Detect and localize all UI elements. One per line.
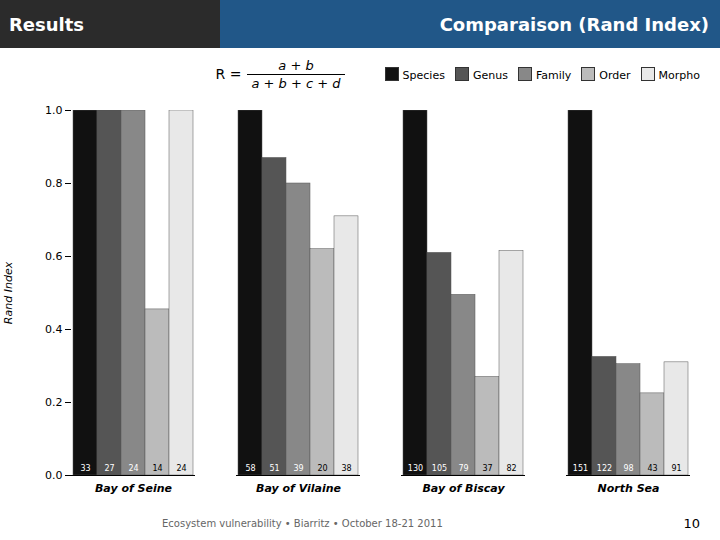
svg-text:North Sea: North Sea bbox=[598, 482, 660, 495]
html-text:Genus: Genus bbox=[472, 68, 508, 82]
svg-text:58: 58 bbox=[245, 464, 255, 473]
svg-text:38: 38 bbox=[341, 464, 351, 473]
svg-text:20: 20 bbox=[317, 464, 327, 473]
svg-text:24: 24 bbox=[176, 464, 186, 473]
svg-text:Bay of Seine: Bay of Seine bbox=[95, 482, 173, 495]
svg-text:33: 33 bbox=[80, 464, 90, 473]
svg-text:105: 105 bbox=[432, 464, 447, 473]
svg-text:1.0: 1.0 bbox=[45, 104, 63, 117]
html-text:Morpho: Morpho bbox=[658, 68, 700, 82]
html-text:10: 10 bbox=[683, 516, 700, 531]
html-text:Comparaison (Rand Index): Comparaison (Rand Index) bbox=[439, 13, 709, 35]
svg-text:130: 130 bbox=[408, 464, 423, 473]
svg-text:0.0: 0.0 bbox=[45, 469, 63, 482]
svg-text:Bay of Vilaine: Bay of Vilaine bbox=[256, 482, 342, 495]
html-text:a + b + c + d: a + b + c + d bbox=[251, 75, 341, 91]
svg-text:39: 39 bbox=[293, 464, 303, 473]
svg-text:43: 43 bbox=[647, 464, 657, 473]
html-text:Results: Results bbox=[9, 13, 85, 35]
svg-text:82: 82 bbox=[506, 464, 516, 473]
svg-text:51: 51 bbox=[269, 464, 279, 473]
html-text:Family: Family bbox=[535, 68, 572, 82]
svg-text:122: 122 bbox=[597, 464, 612, 473]
svg-text:0.6: 0.6 bbox=[45, 250, 63, 263]
svg-text:27: 27 bbox=[104, 464, 114, 473]
html-text:R =: R = bbox=[215, 66, 242, 82]
svg-text:24: 24 bbox=[128, 464, 138, 473]
html-text:Species: Species bbox=[402, 68, 445, 82]
svg-text:79: 79 bbox=[458, 464, 468, 473]
html-text:a + b: a + b bbox=[278, 57, 314, 73]
svg-text:14: 14 bbox=[152, 464, 162, 473]
svg-text:0.8: 0.8 bbox=[45, 177, 63, 190]
svg-text:Rand Index: Rand Index bbox=[2, 261, 15, 324]
svg-text:91: 91 bbox=[671, 464, 681, 473]
svg-text:0.4: 0.4 bbox=[45, 323, 63, 336]
svg-text:0.2: 0.2 bbox=[45, 396, 63, 409]
html-text:Order: Order bbox=[599, 68, 631, 82]
svg-text:Bay of Biscay: Bay of Biscay bbox=[422, 482, 505, 495]
svg-text:151: 151 bbox=[573, 464, 588, 473]
svg-text:98: 98 bbox=[623, 464, 633, 473]
html-text:Ecosystem vulnerability • Biar: Ecosystem vulnerability • Biarritz • Oct… bbox=[162, 518, 443, 529]
svg-text:37: 37 bbox=[482, 464, 492, 473]
